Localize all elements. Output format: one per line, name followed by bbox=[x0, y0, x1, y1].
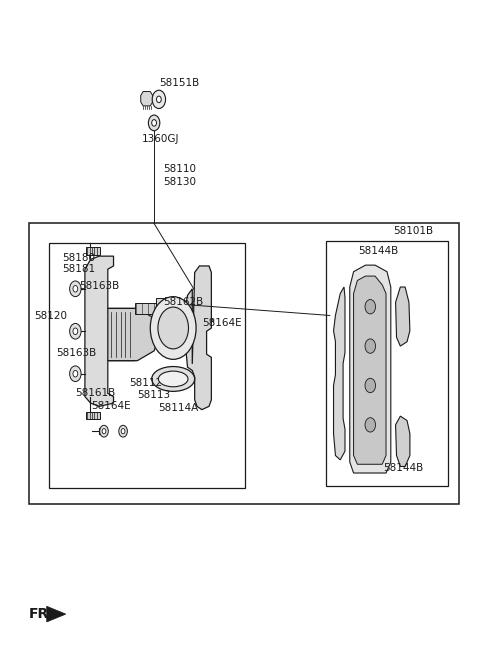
Polygon shape bbox=[85, 256, 135, 406]
Circle shape bbox=[100, 425, 108, 437]
Circle shape bbox=[102, 428, 106, 434]
Text: 1360GJ: 1360GJ bbox=[142, 134, 180, 144]
Circle shape bbox=[119, 425, 127, 437]
Polygon shape bbox=[185, 266, 211, 409]
Polygon shape bbox=[141, 92, 153, 106]
Polygon shape bbox=[334, 287, 345, 460]
Polygon shape bbox=[350, 265, 391, 473]
Circle shape bbox=[148, 115, 160, 131]
Circle shape bbox=[152, 91, 166, 108]
Polygon shape bbox=[396, 416, 410, 466]
Circle shape bbox=[365, 300, 375, 314]
Text: 58120: 58120 bbox=[34, 311, 67, 321]
Text: 58113: 58113 bbox=[137, 390, 170, 400]
Text: 58144B: 58144B bbox=[359, 246, 398, 256]
Circle shape bbox=[158, 307, 189, 349]
Circle shape bbox=[70, 281, 81, 297]
Circle shape bbox=[184, 323, 194, 338]
Polygon shape bbox=[354, 276, 386, 464]
Bar bbox=[49, 243, 245, 488]
Circle shape bbox=[187, 327, 192, 334]
Circle shape bbox=[121, 428, 125, 434]
Bar bbox=[135, 303, 180, 314]
Ellipse shape bbox=[152, 367, 195, 392]
Circle shape bbox=[73, 285, 78, 292]
Text: 58163B: 58163B bbox=[56, 348, 96, 358]
Circle shape bbox=[152, 119, 156, 126]
Text: 58180: 58180 bbox=[62, 253, 96, 263]
Text: 58151B: 58151B bbox=[159, 78, 199, 88]
Circle shape bbox=[365, 339, 375, 354]
Text: 58130: 58130 bbox=[164, 176, 197, 187]
Polygon shape bbox=[47, 606, 66, 622]
Bar bbox=[29, 224, 458, 504]
Circle shape bbox=[73, 328, 78, 335]
Text: 58164E: 58164E bbox=[91, 401, 131, 411]
Bar bbox=[326, 241, 447, 486]
Bar bbox=[86, 411, 100, 419]
Circle shape bbox=[150, 297, 196, 359]
Polygon shape bbox=[108, 308, 159, 361]
Bar bbox=[86, 247, 100, 255]
Text: 58162B: 58162B bbox=[164, 297, 204, 307]
Circle shape bbox=[73, 371, 78, 377]
Text: 58181: 58181 bbox=[62, 264, 96, 274]
Text: 58161B: 58161B bbox=[75, 388, 116, 398]
Ellipse shape bbox=[158, 371, 188, 387]
Text: 58164E: 58164E bbox=[202, 318, 241, 328]
Polygon shape bbox=[396, 287, 410, 346]
Bar bbox=[156, 298, 167, 320]
Circle shape bbox=[365, 418, 375, 432]
Text: 58101B: 58101B bbox=[393, 226, 433, 236]
Circle shape bbox=[365, 379, 375, 393]
Text: FR.: FR. bbox=[29, 607, 55, 621]
Text: 58114A: 58114A bbox=[158, 403, 198, 413]
Circle shape bbox=[156, 96, 161, 102]
Text: 58144B: 58144B bbox=[383, 463, 423, 474]
Text: 58110: 58110 bbox=[164, 163, 197, 174]
Circle shape bbox=[70, 323, 81, 339]
Text: 58112: 58112 bbox=[129, 378, 162, 388]
Circle shape bbox=[70, 366, 81, 382]
Text: 58163B: 58163B bbox=[79, 281, 120, 291]
